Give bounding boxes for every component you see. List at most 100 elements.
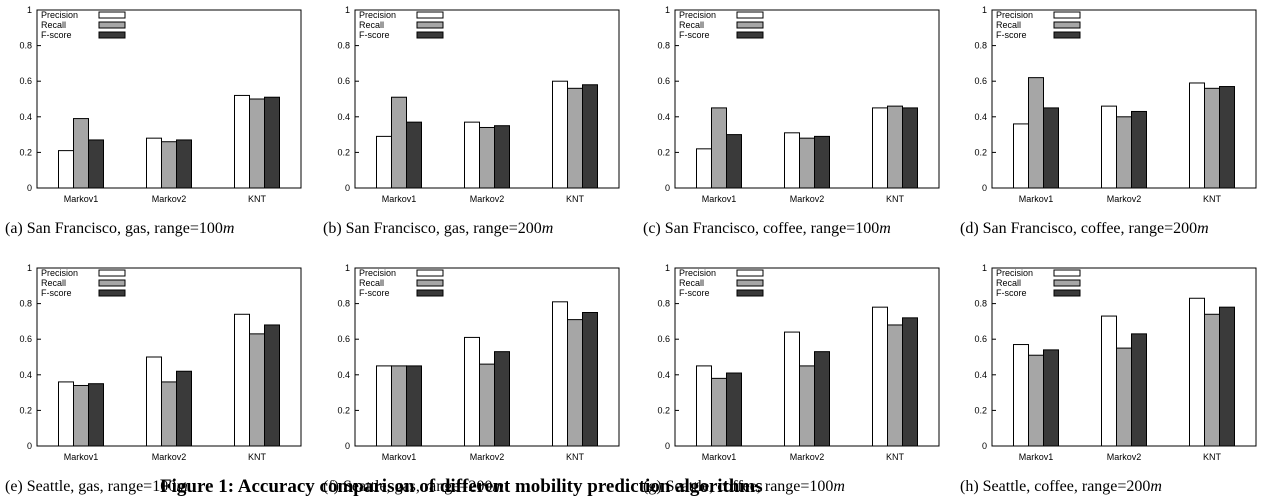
legend-label: Precision (679, 268, 716, 278)
bar-recall-markov2 (161, 381, 177, 447)
x-tick-label: Markov2 (1107, 452, 1142, 462)
y-tick-label: 0.2 (657, 147, 670, 157)
bar-f-score-knt (902, 107, 918, 189)
bar-f-score-markov2 (494, 351, 510, 447)
bar-f-score-markov2 (814, 351, 830, 447)
legend-swatch (98, 31, 126, 39)
bar-precision-markov1 (58, 381, 74, 447)
bar-recall-markov1 (73, 118, 89, 189)
bar-precision-markov1 (696, 365, 712, 447)
y-tick-label: 0.6 (337, 76, 350, 86)
bar-f-score-markov2 (1131, 110, 1147, 189)
bar-recall-knt (249, 333, 265, 447)
legend-label: Recall (679, 278, 704, 288)
y-tick-label: 0.4 (337, 370, 350, 380)
bar-f-score-markov2 (814, 135, 830, 189)
x-tick-label: Markov1 (64, 452, 99, 462)
bar-precision-knt (552, 301, 568, 447)
x-tick-label: KNT (566, 194, 585, 204)
y-tick-label: 0.2 (974, 147, 987, 157)
subfigure-caption: (e) Seattle, gas, range=100m (5, 478, 188, 496)
y-tick-label: 0 (345, 441, 350, 451)
bar-f-score-markov1 (1043, 349, 1059, 447)
subfigure-caption: (d) San Francisco, coffee, range=200m (960, 220, 1209, 238)
bar-recall-knt (1204, 313, 1220, 447)
bar-precision-knt (234, 94, 250, 189)
figure-caption: Figure 1: Accuracy comparison of differe… (160, 476, 763, 497)
bar-recall-knt (1204, 87, 1220, 189)
bar-precision-knt (234, 313, 250, 447)
legend-label: Recall (359, 278, 384, 288)
y-tick-label: 0.8 (974, 41, 987, 51)
y-tick-label: 0.4 (19, 370, 32, 380)
x-tick-label: Markov2 (790, 194, 825, 204)
subfigure-label: (c) (643, 220, 661, 237)
y-tick-label: 0.4 (19, 112, 32, 122)
bar-recall-markov1 (73, 384, 89, 447)
subfigure-caption: (a) San Francisco, gas, range=100m (5, 220, 234, 238)
x-tick-label: KNT (566, 452, 585, 462)
subfigure-caption-unit: m (833, 478, 845, 495)
bar-f-score-markov1 (88, 139, 104, 189)
subfigure-caption-unit: m (492, 478, 504, 495)
bar-chart: 0 0.2 0.4 0.6 0.8 1 Markov1 Markov2 KNT Precision… (19, 5, 302, 204)
legend-label: F-score (359, 288, 390, 298)
legend-swatch (416, 11, 444, 19)
y-tick-label: 0.8 (657, 299, 670, 309)
y-tick-label: 0.2 (974, 405, 987, 415)
y-tick-label: 0.2 (19, 147, 32, 157)
legend-swatch (98, 289, 126, 297)
bar-f-score-markov2 (176, 139, 192, 189)
chart-panel: 0 0.2 0.4 0.6 0.8 1 Markov1 Markov2 KNT Precision… (5, 0, 305, 237)
x-tick-label: KNT (886, 194, 905, 204)
bar-precision-markov2 (1101, 315, 1117, 447)
x-tick-label: Markov1 (702, 194, 737, 204)
subfigure-caption-text: Seattle, gas, range=100 (26, 478, 177, 495)
subfigure-caption-unit: m (1150, 478, 1162, 495)
bar-f-score-markov2 (494, 125, 510, 189)
subfigure-caption-text: San Francisco, gas, range=200 (345, 220, 542, 237)
subfigure-caption: (g) Seattle, coffee, range=100m (643, 478, 845, 496)
bar-recall-markov2 (799, 137, 815, 189)
bar-recall-markov1 (711, 107, 727, 189)
y-tick-label: 0.2 (337, 405, 350, 415)
legend-label: F-score (679, 288, 710, 298)
chart-panel: 0 0.2 0.4 0.6 0.8 1 Markov1 Markov2 KNT Precision… (643, 258, 943, 495)
x-tick-label: Markov1 (382, 452, 417, 462)
legend-label: F-score (359, 30, 390, 40)
chart-panel: 0 0.2 0.4 0.6 0.8 1 Markov1 Markov2 KNT Precision… (960, 258, 1260, 495)
legend-label: Recall (996, 278, 1021, 288)
bar-recall-knt (887, 105, 903, 189)
y-tick-label: 0.8 (974, 299, 987, 309)
x-tick-label: KNT (248, 194, 267, 204)
y-tick-label: 0.8 (337, 41, 350, 51)
y-tick-label: 0.6 (19, 334, 32, 344)
x-tick-label: Markov1 (1019, 194, 1054, 204)
y-tick-label: 0 (345, 183, 350, 193)
legend-swatch (1053, 289, 1081, 297)
subfigure-caption-text: San Francisco, coffee, range=100 (664, 220, 880, 237)
y-tick-label: 1 (345, 5, 350, 15)
bar-recall-markov1 (391, 96, 407, 189)
legend-label: Recall (679, 20, 704, 30)
legend-swatch (1053, 21, 1081, 29)
chart-panel: 0 0.2 0.4 0.6 0.8 1 Markov1 Markov2 KNT Precision… (323, 258, 623, 495)
x-tick-label: Markov2 (152, 194, 187, 204)
y-tick-label: 0.6 (19, 76, 32, 86)
subfigure-caption-unit: m (541, 220, 554, 237)
bar-precision-markov1 (376, 135, 392, 189)
bar-f-score-markov1 (1043, 107, 1059, 189)
y-tick-label: 0.4 (974, 112, 987, 122)
legend-swatch (736, 269, 764, 277)
y-tick-label: 0.8 (657, 41, 670, 51)
subfigure-caption-text: San Francisco, gas, range=100 (26, 220, 223, 237)
bar-precision-markov2 (146, 137, 162, 189)
x-tick-label: KNT (1203, 452, 1222, 462)
bar-f-score-knt (1219, 86, 1235, 189)
subfigure-caption: (b) San Francisco, gas, range=200m (323, 220, 553, 238)
legend-label: Precision (679, 10, 716, 20)
legend-swatch (416, 269, 444, 277)
bar-f-score-knt (582, 84, 598, 189)
legend-label: Precision (41, 268, 78, 278)
subfigure-caption-text: Seattle, gas, range=200 (342, 478, 493, 495)
